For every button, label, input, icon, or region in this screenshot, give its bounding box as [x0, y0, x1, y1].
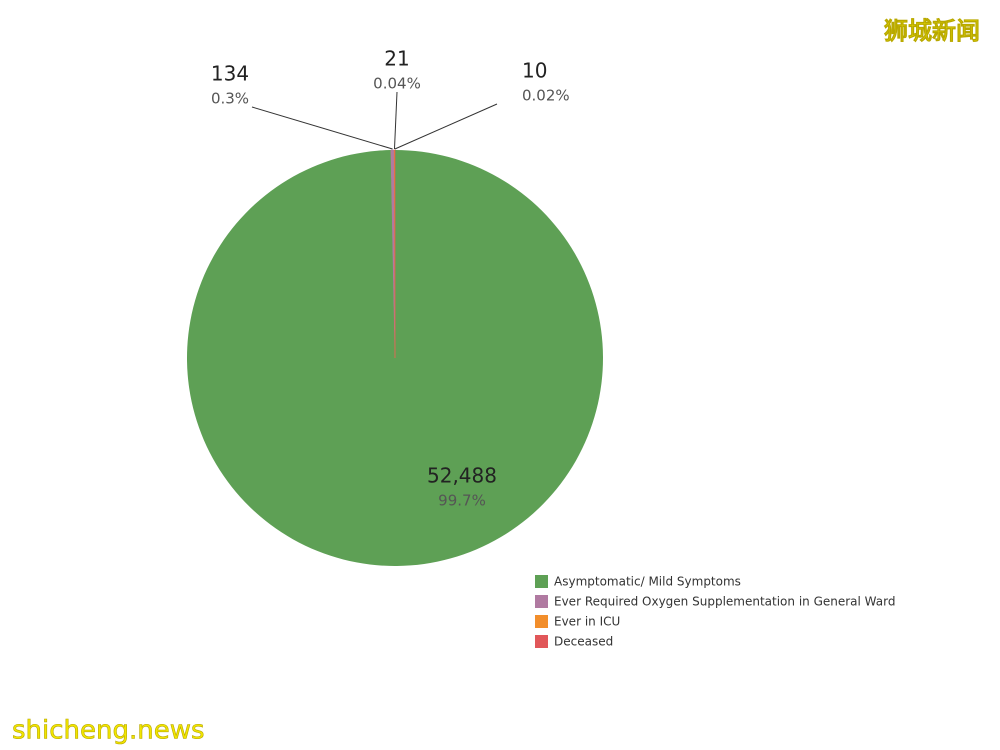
percent-label: 99.7%	[438, 492, 486, 510]
value-label: 52,488	[427, 464, 497, 488]
percent-label: 0.04%	[373, 75, 421, 93]
percent-label: 0.3%	[211, 90, 249, 108]
legend-swatch	[535, 575, 548, 588]
legend-swatch	[535, 595, 548, 608]
leader-line	[393, 91, 398, 150]
value-label: 21	[384, 47, 409, 71]
legend-label: Deceased	[554, 635, 613, 649]
value-label: 134	[211, 62, 249, 86]
percent-label: 0.02%	[522, 87, 570, 105]
legend-label: Ever Required Oxygen Supplementation in …	[554, 595, 895, 609]
legend-swatch	[535, 635, 548, 648]
leader-line	[394, 103, 498, 150]
leader-line	[251, 106, 393, 150]
legend-label: Asymptomatic/ Mild Symptoms	[554, 575, 741, 589]
legend-swatch	[535, 615, 548, 628]
legend-label: Ever in ICU	[554, 615, 620, 629]
watermark-bottom: shicheng.news	[12, 716, 205, 746]
watermark-top: 狮城新闻	[884, 17, 980, 45]
value-label: 10	[522, 59, 547, 83]
